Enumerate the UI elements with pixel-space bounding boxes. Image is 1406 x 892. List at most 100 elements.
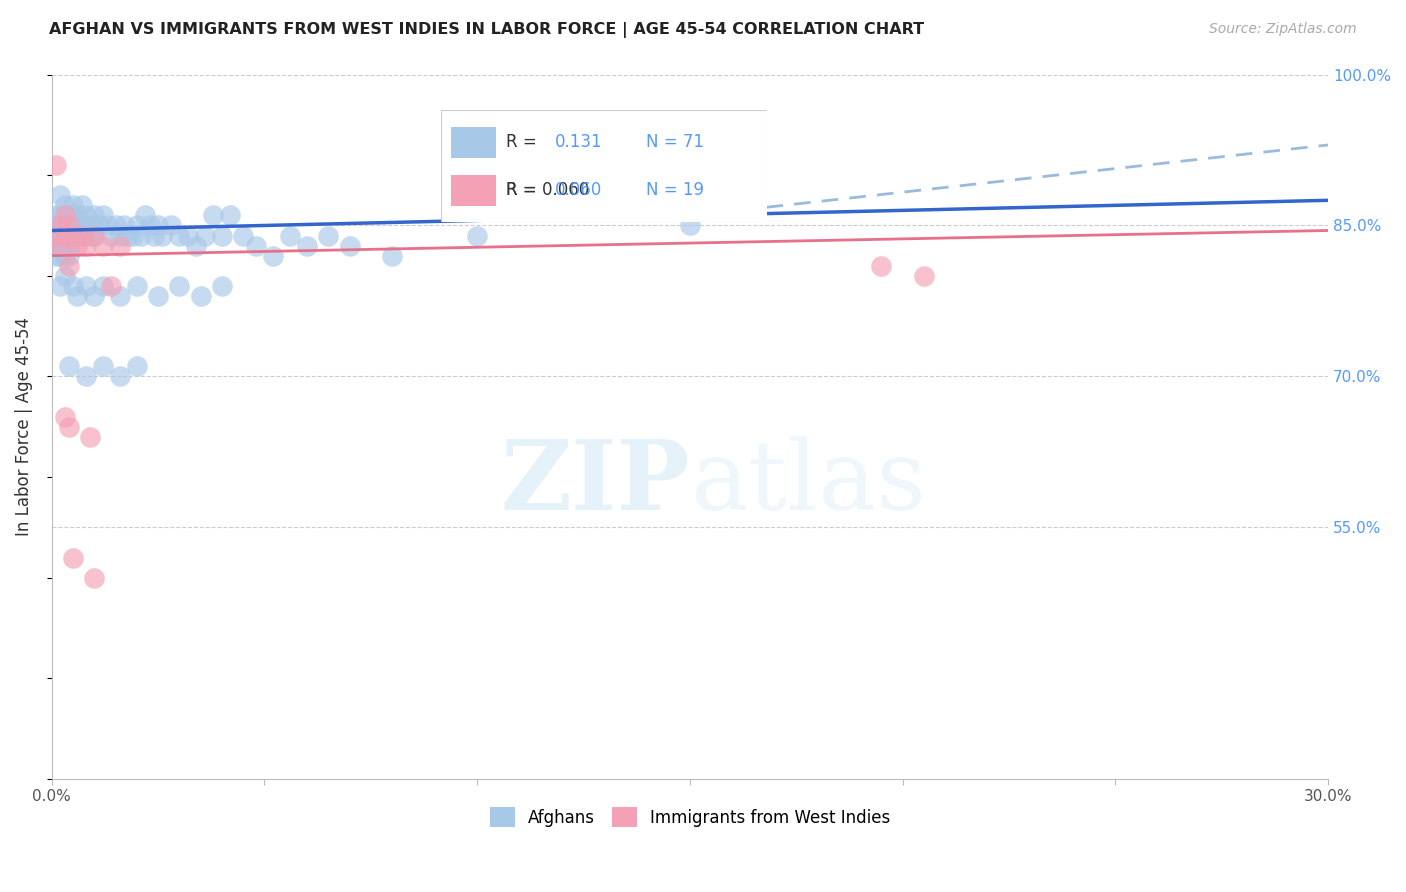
Point [160,219,183,233]
Point [121,228,143,243]
Point [62,228,84,243]
Point [125,219,148,233]
Point [138,219,160,233]
Point [66,228,89,243]
Point [49,228,72,243]
Point [45,249,67,263]
Point [219,208,242,222]
Point [53,198,76,212]
Point [146,219,169,233]
Point [104,219,127,233]
Point [100,278,122,293]
Point [679,219,702,233]
Point [79,430,101,444]
Point [70,228,93,243]
Point [75,208,97,222]
Point [83,208,105,222]
Point [232,228,254,243]
Point [194,228,217,243]
Point [169,278,191,293]
Point [112,219,135,233]
Point [58,219,80,233]
Point [58,359,80,374]
Point [134,208,156,222]
Point [125,278,148,293]
Point [96,219,118,233]
Point [45,158,67,172]
Point [245,238,267,252]
Point [169,228,191,243]
Point [53,219,76,233]
Point [70,198,93,212]
Point [79,219,101,233]
Point [62,208,84,222]
Point [190,289,212,303]
Point [62,219,84,233]
Point [83,289,105,303]
Point [262,249,284,263]
Point [211,228,233,243]
Point [295,238,318,252]
Point [62,228,84,243]
Point [66,219,89,233]
Point [146,289,169,303]
Point [278,228,301,243]
Point [58,219,80,233]
Point [117,228,139,243]
Legend: Afghans, Immigrants from West Indies: Afghans, Immigrants from West Indies [484,800,897,834]
Point [108,228,131,243]
Point [870,259,893,273]
Point [62,278,84,293]
Point [49,238,72,252]
Point [53,228,76,243]
Point [91,208,114,222]
Point [62,198,84,212]
Point [87,219,110,233]
Point [83,571,105,585]
Point [70,219,93,233]
Point [53,208,76,222]
Point [912,268,935,283]
Point [75,228,97,243]
Point [177,228,200,243]
Point [53,268,76,283]
Point [91,278,114,293]
Point [66,289,89,303]
Point [49,238,72,252]
Point [83,228,105,243]
Text: ZIP: ZIP [501,436,690,530]
Point [66,238,89,252]
Point [186,238,208,252]
Point [58,259,80,273]
Point [53,228,76,243]
Point [53,409,76,424]
Point [49,188,72,202]
Point [79,228,101,243]
Text: AFGHAN VS IMMIGRANTS FROM WEST INDIES IN LABOR FORCE | AGE 45-54 CORRELATION CHA: AFGHAN VS IMMIGRANTS FROM WEST INDIES IN… [49,22,924,38]
Point [58,208,80,222]
Point [45,228,67,243]
Point [211,278,233,293]
Point [465,228,488,243]
Point [150,228,173,243]
Point [381,249,404,263]
Point [53,238,76,252]
Point [202,208,225,222]
Point [49,219,72,233]
Point [91,238,114,252]
Point [108,289,131,303]
Point [91,359,114,374]
Point [45,228,67,243]
Point [49,219,72,233]
Point [58,238,80,252]
Point [58,249,80,263]
Point [125,359,148,374]
Point [129,228,152,243]
Point [339,238,361,252]
Point [108,238,131,252]
Point [45,219,67,233]
Point [70,228,93,243]
Point [75,369,97,384]
Point [108,369,131,384]
Point [316,228,339,243]
